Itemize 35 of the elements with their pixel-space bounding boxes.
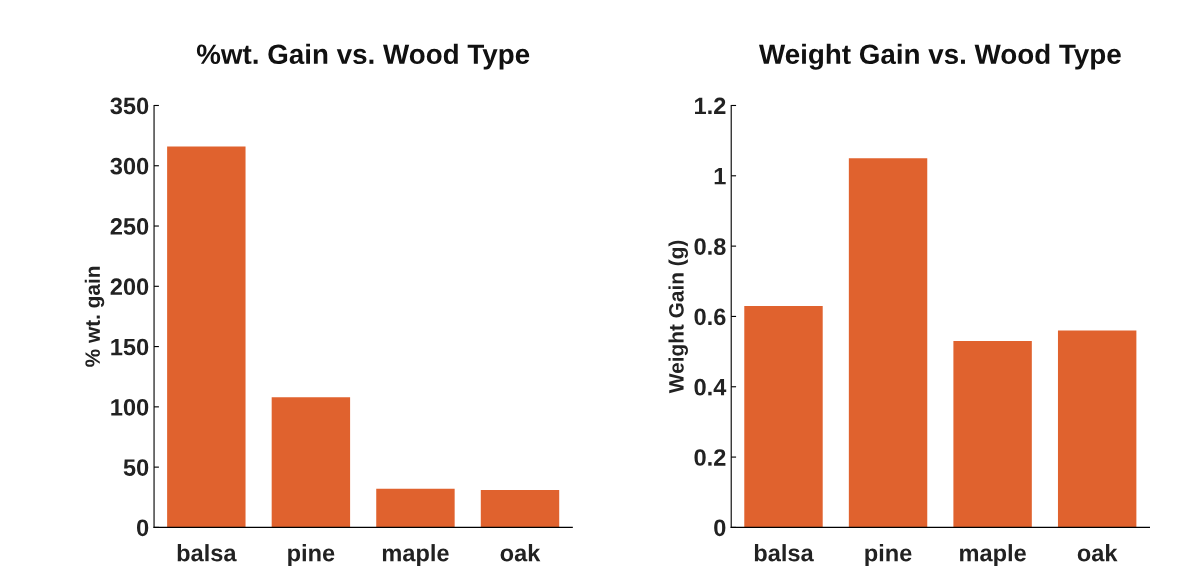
y-tick-label: 50 bbox=[123, 459, 149, 476]
bar bbox=[953, 341, 1032, 528]
y-tick-label: 200 bbox=[110, 278, 149, 296]
y-tick-label: 250 bbox=[110, 218, 149, 235]
x-tick-label: maple bbox=[960, 544, 1026, 567]
y-tick-label: 0 bbox=[136, 519, 149, 537]
bar bbox=[1057, 330, 1137, 528]
y-tick-label: 0.4 bbox=[694, 378, 727, 396]
chart-title: Weight Gain vs. Wood Type bbox=[759, 43, 1121, 70]
y-tick-label: 0.6 bbox=[694, 308, 726, 326]
y-tick-label: 0.2 bbox=[694, 449, 726, 466]
bar bbox=[744, 305, 823, 528]
y-tick-label: 350 bbox=[110, 97, 149, 115]
y-tick-label: 150 bbox=[111, 338, 149, 356]
y-tick-label: 1.2 bbox=[695, 97, 726, 115]
x-tick-label: pine bbox=[288, 544, 335, 567]
y-tick-label: 0 bbox=[714, 519, 726, 537]
y-axis-title: % wt. gain bbox=[84, 266, 105, 367]
y-axis-title: Weight Gain (g) bbox=[668, 240, 688, 394]
x-tick-label: oak bbox=[1077, 544, 1118, 562]
bar bbox=[376, 488, 455, 528]
x-tick-label: oak bbox=[500, 544, 541, 562]
bar bbox=[848, 158, 928, 528]
y-tick-label: 100 bbox=[111, 398, 149, 416]
bar bbox=[167, 146, 246, 528]
x-tick-label: balsa bbox=[177, 544, 237, 562]
y-tick-label: 300 bbox=[110, 157, 149, 175]
chart-title: %wt. Gain vs. Wood Type bbox=[196, 43, 530, 70]
x-tick-label: balsa bbox=[754, 544, 814, 562]
y-tick-label: 0.8 bbox=[694, 238, 726, 255]
x-tick-label: maple bbox=[382, 544, 449, 567]
y-tick-label: 1 bbox=[714, 168, 726, 185]
bar bbox=[480, 490, 560, 528]
bar bbox=[271, 397, 351, 528]
x-tick-label: pine bbox=[865, 544, 912, 567]
